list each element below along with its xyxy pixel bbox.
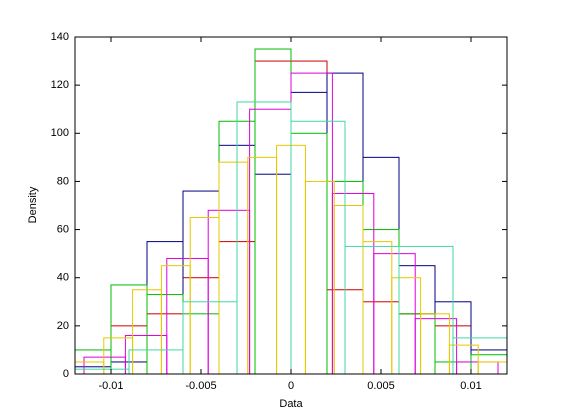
histogram-bar xyxy=(124,334,168,375)
y-tick-label: 20 xyxy=(57,320,69,332)
histogram-bar xyxy=(290,72,333,375)
y-tick-label: 140 xyxy=(51,31,69,43)
histogram-bar xyxy=(166,257,209,375)
histogram-bar xyxy=(182,301,238,375)
y-tick-label: 100 xyxy=(51,127,69,139)
histogram-bar xyxy=(236,101,292,375)
histogram-bar xyxy=(414,318,458,375)
histogram-bar xyxy=(304,180,335,375)
x-tick-label: -0.01 xyxy=(98,380,123,392)
histogram-bar xyxy=(331,192,375,375)
histogram-bar xyxy=(344,245,400,375)
x-tick-label: 0.005 xyxy=(367,380,395,392)
histogram-bar xyxy=(290,120,346,375)
histogram-bar xyxy=(160,265,191,375)
histogram-bar xyxy=(182,190,220,375)
y-tick-label: 0 xyxy=(63,368,69,380)
histogram-bar xyxy=(247,156,278,375)
histogram-bar xyxy=(182,313,220,375)
histogram-bar xyxy=(146,313,184,375)
y-tick-label: 60 xyxy=(57,223,69,235)
histogram-bar xyxy=(189,217,220,375)
histogram-bar xyxy=(290,60,328,375)
histogram-bar xyxy=(74,368,130,375)
histogram-bar xyxy=(452,337,508,375)
histogram-bar xyxy=(290,132,328,375)
histogram-bar xyxy=(74,366,112,375)
y-tick-label: 40 xyxy=(57,272,69,284)
x-tick-label: 0.01 xyxy=(460,380,481,392)
x-tick-label: 0 xyxy=(288,380,294,392)
histogram-bar xyxy=(74,361,105,375)
histogram-bar xyxy=(182,277,220,375)
histogram-bar xyxy=(254,48,292,375)
histogram-bar xyxy=(103,337,134,375)
histogram-bar xyxy=(398,313,436,375)
x-axis-label: Data xyxy=(279,398,303,410)
y-axis-label: Density xyxy=(27,186,39,223)
y-tick-label: 80 xyxy=(57,175,69,187)
histogram-bar xyxy=(398,313,436,375)
histogram-bar xyxy=(362,301,400,375)
histogram-bar xyxy=(83,356,126,375)
histogram-bar xyxy=(146,241,184,375)
histogram-bar xyxy=(249,108,292,375)
histogram-bar xyxy=(362,156,400,375)
histogram-bar xyxy=(470,354,508,375)
histogram-bar xyxy=(207,209,251,375)
histogram-bar xyxy=(290,91,328,375)
x-tick-label: -0.005 xyxy=(185,380,216,392)
histogram-bar xyxy=(398,265,436,375)
histogram-bar xyxy=(477,361,508,375)
histogram-bar xyxy=(254,60,292,375)
histogram-bar xyxy=(391,277,422,375)
histogram-bar xyxy=(456,361,499,375)
y-tick-label: 120 xyxy=(51,79,69,91)
histogram-bar xyxy=(146,294,184,375)
histogram-bar xyxy=(218,161,249,375)
histogram-bar xyxy=(254,173,292,375)
histogram-bar xyxy=(362,241,393,375)
